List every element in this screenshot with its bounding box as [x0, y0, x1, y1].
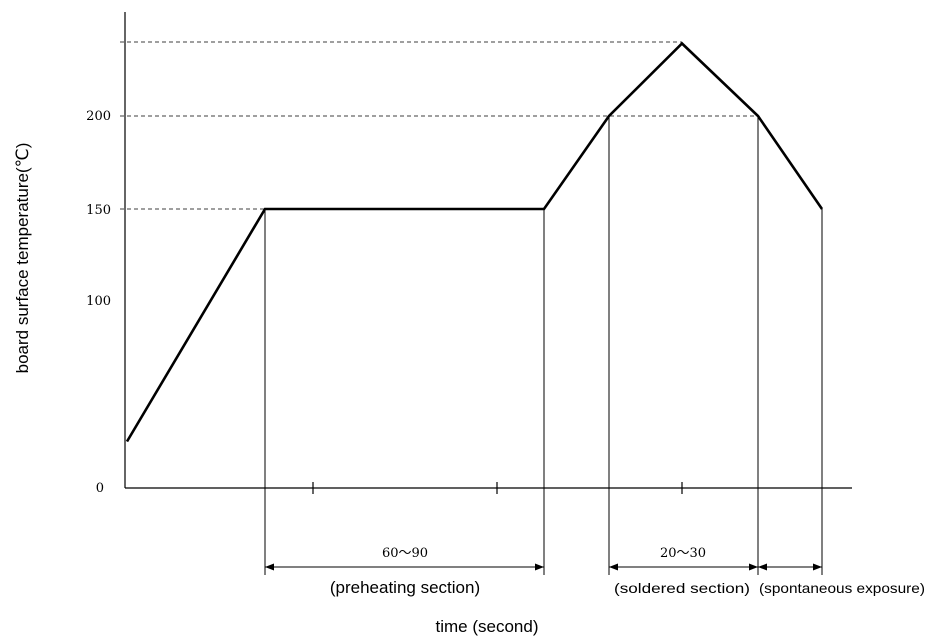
- y-tick-label-100: 100: [86, 294, 111, 309]
- solder-duration-label: 20～30: [660, 546, 706, 561]
- y-axis-title: board surface temperature(℃): [13, 143, 32, 374]
- y-tick-label-150: 150: [86, 203, 111, 218]
- preheat-duration-label: 60～90: [382, 546, 428, 561]
- x-axis-title: time (second): [436, 617, 539, 636]
- y-tick-label-200: 200: [86, 109, 111, 124]
- y-tick-label-0: 0: [96, 481, 104, 496]
- exposure-dimension: [758, 563, 822, 571]
- solder-dimension: [609, 563, 758, 571]
- preheat-section-label: (preheating section): [330, 578, 480, 597]
- exposure-section-label: (spontaneous exposure): [759, 580, 925, 596]
- solder-section-label: (soldered section): [614, 580, 750, 596]
- preheat-dimension: [265, 563, 544, 571]
- temperature-profile-line: [125, 41, 824, 443]
